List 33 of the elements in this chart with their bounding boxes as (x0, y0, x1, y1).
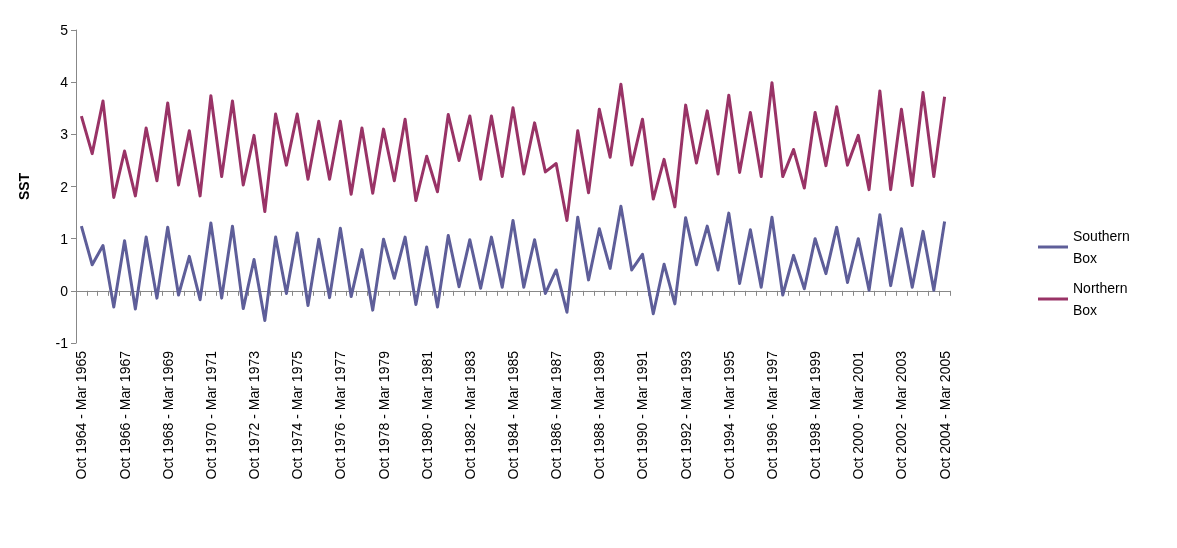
x-tick-label: Oct 1968 - Mar 1969 (159, 350, 176, 480)
x-tick-label: Oct 1964 - Mar 1965 (73, 350, 90, 480)
x-tick-label: Oct 1984 - Mar 1985 (505, 350, 521, 480)
y-tick-label: 4 (60, 74, 69, 91)
y-tick-label: -1 (55, 335, 69, 351)
x-tick-label: Oct 1986 - Mar 1987 (548, 350, 565, 480)
x-tick-label: Oct 1980 - Mar 1981 (418, 350, 435, 480)
y-axis-title: SST (16, 172, 32, 201)
y-tick-label: 5 (60, 22, 69, 38)
x-tick-label: Oct 1996 - Mar 1997 (763, 350, 780, 480)
x-tick-label: Oct 1992 - Mar 1993 (677, 350, 694, 480)
x-tick-label: Oct 1982 - Mar 1983 (461, 350, 478, 480)
x-tick-label: Oct 2000 - Mar 2001 (850, 350, 867, 480)
y-tick-label: 0 (60, 282, 69, 299)
legend-label: Northern Box (1073, 280, 1132, 318)
x-tick-label: Oct 1966 - Mar 1967 (116, 350, 133, 480)
x-tick-label: Oct 2002 - Mar 2003 (893, 350, 910, 480)
x-tick-label: Oct 1970 - Mar 1971 (202, 350, 219, 480)
line-series (79, 204, 947, 323)
y-tick-label: 2 (60, 178, 69, 195)
line-series (79, 81, 947, 222)
x-tick-label: Oct 1988 - Mar 1989 (591, 350, 608, 480)
legend-label: Southern Box (1073, 228, 1134, 266)
x-tick-label: Oct 1998 - Mar 1999 (807, 350, 824, 480)
x-tick-label: Oct 2004 - Mar 2005 (936, 350, 953, 480)
x-tick-label: Oct 1994 - Mar 1995 (720, 350, 737, 480)
x-tick-label: Oct 1990 - Mar 1991 (634, 350, 651, 480)
x-tick-label: Oct 1972 - Mar 1973 (246, 350, 263, 480)
y-tick-label: 3 (60, 126, 69, 143)
x-tick-label: Oct 1978 - Mar 1979 (375, 350, 392, 480)
y-tick-label: 1 (60, 230, 69, 247)
x-tick-label: Oct 1974 - Mar 1975 (289, 350, 306, 480)
x-tick-label: Oct 1976 - Mar 1977 (332, 350, 349, 480)
